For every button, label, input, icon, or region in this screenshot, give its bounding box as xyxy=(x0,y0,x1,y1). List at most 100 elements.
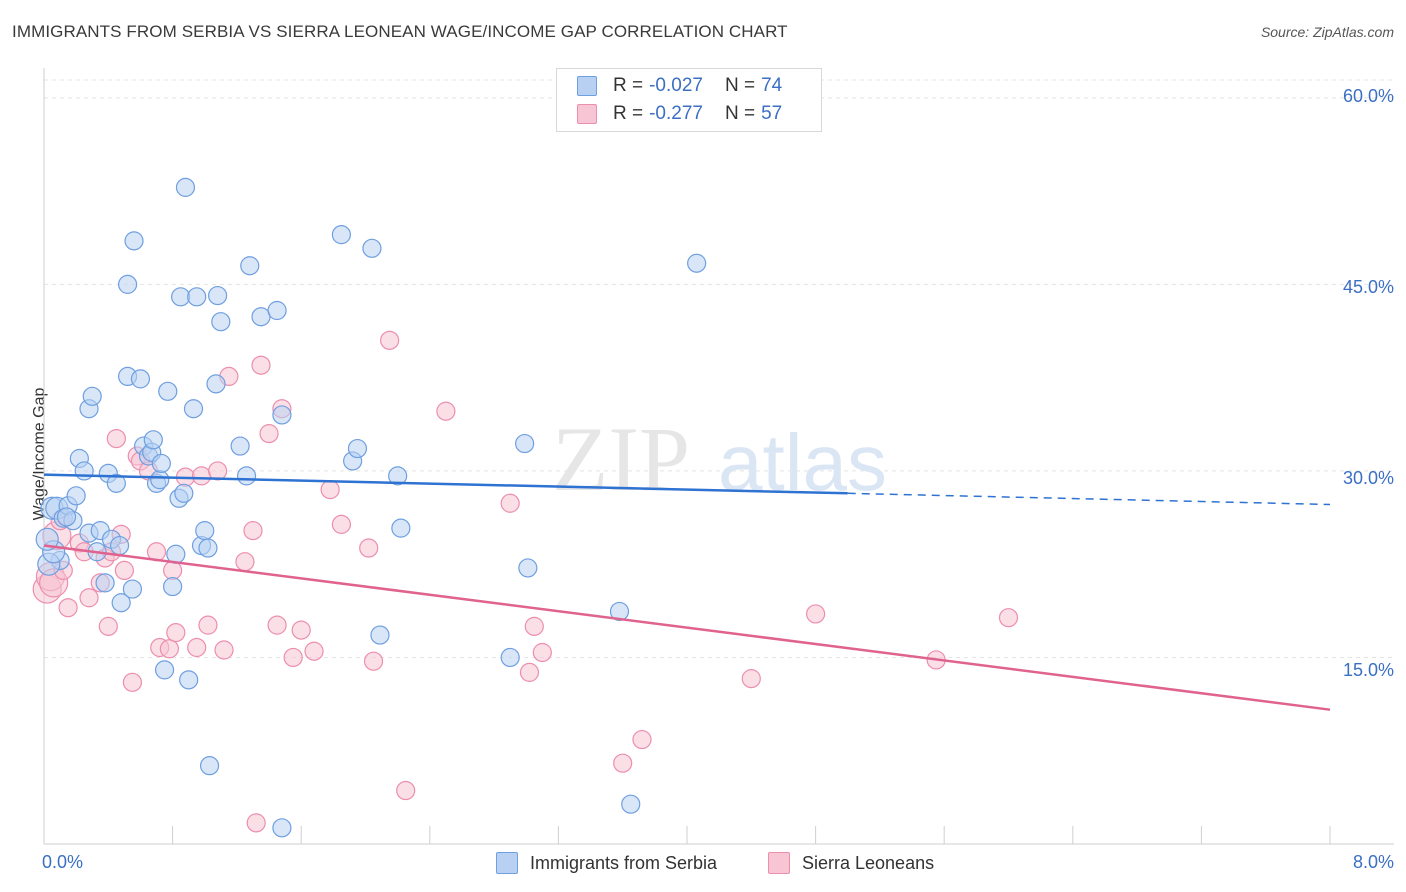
serbia-point xyxy=(117,274,138,294)
serbia-point xyxy=(391,518,411,538)
sierra-point xyxy=(122,672,143,692)
serbia-point xyxy=(56,507,77,527)
sierra-trend-line xyxy=(43,544,1331,711)
serbia-point xyxy=(171,287,191,307)
n-value: 57 xyxy=(761,103,783,124)
serbia-point xyxy=(251,307,271,327)
serbia-point xyxy=(272,405,292,425)
correlation-legend: R = -0.027 N = 74 R = -0.277 N = 57 xyxy=(556,68,822,132)
sierra-point xyxy=(208,461,228,481)
serbia-point xyxy=(195,521,215,541)
serbia-point xyxy=(109,535,130,556)
watermark-zip: ZIP xyxy=(552,408,690,510)
x-tick-max: 8.0% xyxy=(1352,852,1394,872)
legend-item-serbia[interactable]: Immigrants from Serbia xyxy=(496,852,717,874)
serbia-swatch xyxy=(577,76,597,96)
sierra-point xyxy=(396,780,416,801)
serbia-point xyxy=(370,625,390,645)
serbia-point xyxy=(154,660,175,680)
serbia-point xyxy=(388,466,408,486)
y-tick-15: 15.0% xyxy=(1342,660,1394,680)
sierra-point xyxy=(500,493,520,513)
sierra-point xyxy=(741,669,761,689)
serbia-point xyxy=(95,573,115,593)
serbia-trend-line xyxy=(43,473,848,495)
serbia-point xyxy=(208,285,228,306)
series-sierra-leoneans xyxy=(32,330,1019,833)
sierra-point xyxy=(58,598,78,618)
trend-lines xyxy=(43,473,1331,711)
sierra-point xyxy=(363,651,384,671)
sierra-legend-swatch xyxy=(768,852,790,874)
sierra-point xyxy=(519,662,540,682)
serbia-point xyxy=(122,579,143,599)
serbia-point xyxy=(179,670,199,690)
sierra-point xyxy=(331,514,351,534)
sierra-point xyxy=(163,560,183,581)
sierra-point xyxy=(114,560,134,581)
n-label: N = xyxy=(724,75,756,96)
sierra-swatch xyxy=(577,104,597,124)
sierra-point xyxy=(613,753,633,773)
serbia-point xyxy=(236,466,257,486)
serbia-point xyxy=(106,473,126,493)
serbia-point xyxy=(143,430,163,450)
sierra-point xyxy=(166,622,186,643)
sierra-point xyxy=(259,424,279,444)
serbia-point xyxy=(518,558,538,578)
sierra-legend-label: Sierra Leoneans xyxy=(802,852,935,873)
sierra-point xyxy=(79,588,99,608)
chart-title: IMMIGRANTS FROM SERBIA VS SIERRA LEONEAN… xyxy=(12,22,788,41)
sierra-point xyxy=(632,729,652,750)
serbia-legend-swatch xyxy=(496,852,518,874)
r-value: -0.277 xyxy=(649,103,703,124)
sierra-point xyxy=(998,608,1019,628)
serbia-point xyxy=(267,300,287,321)
serbia-point xyxy=(347,438,368,459)
serbia-point xyxy=(150,470,170,490)
r-value: -0.027 xyxy=(649,75,703,96)
n-label: N = xyxy=(724,103,756,124)
sierra-point xyxy=(283,647,303,668)
sierra-point xyxy=(805,604,826,624)
legend-item-sierra[interactable]: Sierra Leoneans xyxy=(768,852,934,874)
serbia-point xyxy=(158,381,178,401)
serbia-point xyxy=(609,601,630,622)
serbia-point xyxy=(331,225,351,245)
n-value: 74 xyxy=(761,75,783,96)
serbia-point xyxy=(198,538,218,558)
serbia-point xyxy=(687,253,707,273)
sierra-point xyxy=(159,639,179,659)
sierra-point xyxy=(106,428,126,449)
sierra-point xyxy=(532,642,552,663)
serbia-point xyxy=(130,369,151,389)
serbia-point xyxy=(206,374,226,394)
sierra-point xyxy=(291,620,311,640)
serbia-point xyxy=(82,386,102,406)
y-tick-60: 60.0% xyxy=(1342,86,1394,106)
sierra-point xyxy=(187,637,207,658)
serbia-trend-extension xyxy=(847,492,1331,506)
serbia-point xyxy=(175,177,196,197)
serbia-point xyxy=(621,794,641,814)
sierra-point xyxy=(235,552,255,572)
serbia-point xyxy=(362,238,382,258)
sierra-point xyxy=(267,615,287,635)
sierra-point xyxy=(436,401,456,421)
serbia-point xyxy=(515,433,535,454)
y-tick-45: 45.0% xyxy=(1342,277,1394,297)
y-tick-30: 30.0% xyxy=(1342,468,1394,488)
serbia-point xyxy=(183,399,204,419)
sierra-point xyxy=(191,466,212,486)
legend-row-sierra: R = -0.277 N = 57 xyxy=(577,101,804,127)
serbia-point xyxy=(66,486,86,506)
sierra-point xyxy=(320,479,340,500)
serbia-point xyxy=(124,231,144,251)
r-label: R = xyxy=(613,75,644,96)
serbia-point xyxy=(111,593,131,613)
serbia-point xyxy=(211,312,231,332)
serbia-point xyxy=(151,453,171,474)
axes xyxy=(43,68,1394,845)
serbia-point xyxy=(500,647,520,668)
